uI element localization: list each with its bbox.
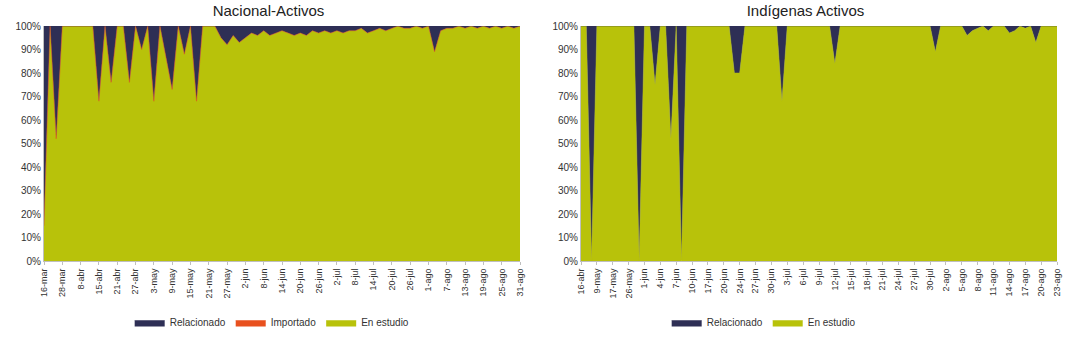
svg-text:70%: 70% [21,91,41,102]
svg-text:16-abr: 16-abr [576,269,586,295]
svg-text:En estudio: En estudio [808,317,856,328]
svg-text:23-ago: 23-ago [1052,269,1062,297]
svg-text:31-ago: 31-ago [515,269,525,297]
svg-text:28-mar: 28-mar [57,269,67,298]
svg-text:40%: 40% [21,162,41,173]
svg-text:6-jul: 6-jul [798,269,808,286]
svg-text:30-jun: 30-jun [766,269,776,294]
svg-text:50%: 50% [21,138,41,149]
svg-text:14-jun: 14-jun [277,269,287,294]
svg-text:10%: 10% [21,232,41,243]
svg-text:8-jul: 8-jul [350,269,360,286]
svg-text:21-jul: 21-jul [877,269,887,291]
svg-text:80%: 80% [21,68,41,79]
svg-text:16-mar: 16-mar [39,269,49,298]
svg-text:60%: 60% [558,115,578,126]
svg-text:1-ago: 1-ago [423,269,433,292]
svg-text:Relacionado: Relacionado [707,317,763,328]
svg-text:80%: 80% [558,68,578,79]
svg-text:17-jun: 17-jun [703,269,713,294]
svg-text:27-may: 27-may [222,268,232,299]
svg-text:12-jul: 12-jul [830,269,840,291]
svg-text:21-may: 21-may [204,268,214,299]
svg-text:15-abr: 15-abr [94,269,104,295]
svg-text:17-ago: 17-ago [1020,269,1030,297]
svg-text:2-ago: 2-ago [941,269,951,292]
svg-text:26-may: 26-may [624,268,634,299]
svg-text:50%: 50% [558,138,578,149]
svg-text:30-jul: 30-jul [925,269,935,291]
svg-text:20%: 20% [558,209,578,220]
svg-text:7-ago: 7-ago [442,269,452,292]
svg-text:Importado: Importado [271,317,316,328]
svg-text:20-jun: 20-jun [719,269,729,294]
svg-text:19-ago: 19-ago [478,269,488,297]
svg-text:26-jul: 26-jul [405,269,415,291]
svg-text:27-jun: 27-jun [750,269,760,294]
svg-text:90%: 90% [558,44,578,55]
svg-text:20-jun: 20-jun [295,269,305,294]
svg-text:20-jul: 20-jul [387,269,397,291]
svg-text:13-ago: 13-ago [460,269,470,297]
svg-text:60%: 60% [21,115,41,126]
svg-text:20-ago: 20-ago [1036,269,1046,297]
svg-text:11-ago: 11-ago [988,269,998,296]
svg-text:24-jul: 24-jul [893,269,903,291]
svg-text:14-ago: 14-ago [1004,269,1014,297]
svg-text:7-jun: 7-jun [671,269,681,289]
svg-text:0%: 0% [27,256,42,267]
svg-text:8-jun: 8-jun [259,269,269,289]
svg-text:9-jul: 9-jul [814,269,824,286]
svg-text:100%: 100% [15,21,41,32]
svg-text:15-may: 15-may [185,268,195,299]
svg-text:Relacionado: Relacionado [170,317,226,328]
svg-text:17-may: 17-may [608,268,618,299]
svg-text:En estudio: En estudio [361,317,409,328]
svg-text:26-jun: 26-jun [314,269,324,294]
svg-text:9-may: 9-may [167,268,177,294]
svg-text:8-abr: 8-abr [76,269,86,290]
svg-text:27-jul: 27-jul [909,269,919,291]
svg-text:5-ago: 5-ago [957,269,967,292]
svg-text:14-jul: 14-jul [368,269,378,291]
svg-text:10%: 10% [558,232,578,243]
svg-text:21-abr: 21-abr [112,269,122,295]
svg-text:24-jun: 24-jun [735,269,745,294]
svg-text:90%: 90% [21,44,41,55]
svg-text:100%: 100% [552,21,578,32]
svg-text:Indígenas Activos: Indígenas Activos [747,2,865,19]
svg-text:25-ago: 25-ago [497,269,507,297]
svg-text:20%: 20% [21,209,41,220]
svg-text:2-jul: 2-jul [332,269,342,286]
svg-text:10-jun: 10-jun [687,269,697,294]
svg-text:70%: 70% [558,91,578,102]
svg-text:30%: 30% [21,185,41,196]
svg-text:3-jul: 3-jul [782,269,792,286]
svg-text:8-ago: 8-ago [973,269,983,292]
svg-text:27-abr: 27-abr [130,269,140,295]
svg-text:0%: 0% [564,256,579,267]
svg-text:9-may: 9-may [592,268,602,294]
svg-text:Nacional-Activos: Nacional-Activos [213,2,325,19]
svg-text:2-jun: 2-jun [240,269,250,289]
svg-text:40%: 40% [558,162,578,173]
svg-text:4-jun: 4-jun [655,269,665,289]
svg-text:18-jul: 18-jul [862,269,872,291]
svg-text:3-may: 3-may [149,268,159,294]
svg-text:15-jul: 15-jul [846,269,856,291]
svg-text:30%: 30% [558,185,578,196]
svg-text:1-jun: 1-jun [639,269,649,289]
